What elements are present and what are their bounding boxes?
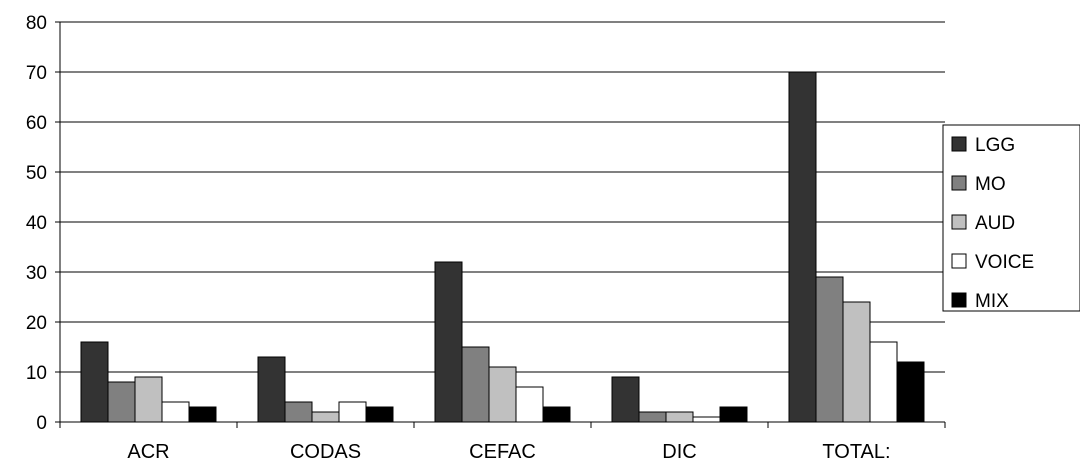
bar-lgg-acr [80,341,109,423]
axes [55,21,946,428]
x-category-labels: ACR CODAS CEFAC DIC TOTAL: [127,441,890,463]
legend: LGG MO AUD VOICE MIX [942,124,1080,312]
legend-label-voice: VOICE [975,252,1034,273]
bar-aud-cefac [488,366,517,423]
y-tick-label: 20 [26,313,47,334]
y-tick-label: 30 [26,263,47,284]
bar-mo-total [815,276,844,423]
bar-voice-total [869,341,898,423]
bar-voice-codas [338,401,367,423]
bar-aud-dic [665,411,694,423]
bar-mix-cefac [542,406,571,423]
bar-lgg-total [788,71,817,423]
bar-voice-dic [692,416,721,423]
legend-swatch-voice [951,253,967,269]
bar-mo-acr [107,381,136,423]
legend-swatch-lgg [951,136,967,152]
bar-lgg-codas [257,356,286,423]
y-tick-label: 50 [26,163,47,184]
bar-lgg-dic [611,376,640,423]
y-tick-label: 10 [26,363,47,384]
y-tick-label: 70 [26,63,47,84]
legend-swatch-mo [951,175,967,191]
bar-voice-cefac [515,386,544,423]
bar-mo-cefac [461,346,490,423]
y-tick-labels: 0 10 20 30 40 50 60 70 80 [26,13,47,434]
legend-label-mo: MO [975,174,1006,195]
bar-mix-codas [365,406,394,423]
legend-label-lgg: LGG [975,135,1015,156]
y-tick-label: 60 [26,113,47,134]
x-category-label: CODAS [290,441,361,463]
bar-aud-acr [134,376,163,423]
bar-aud-codas [311,411,340,423]
bar-mo-codas [284,401,313,423]
legend-label-aud: AUD [975,213,1015,234]
gridlines [60,21,945,373]
bar-mix-dic [719,406,748,423]
x-category-label: DIC [662,441,696,463]
bars [80,71,925,423]
bar-mix-acr [188,406,217,423]
x-category-label: CEFAC [469,441,536,463]
bar-mix-total [896,361,925,423]
bar-aud-total [842,301,871,423]
y-tick-label: 40 [26,213,47,234]
bar-mo-dic [638,411,667,423]
legend-swatch-aud [951,214,967,230]
x-category-label: TOTAL: [822,441,890,463]
bar-voice-acr [161,401,190,423]
bar-lgg-cefac [434,261,463,423]
legend-swatch-mix [951,292,967,308]
x-category-label: ACR [127,441,169,463]
y-tick-label: 80 [26,13,47,34]
y-tick-label: 0 [36,413,47,434]
legend-label-mix: MIX [975,291,1009,312]
